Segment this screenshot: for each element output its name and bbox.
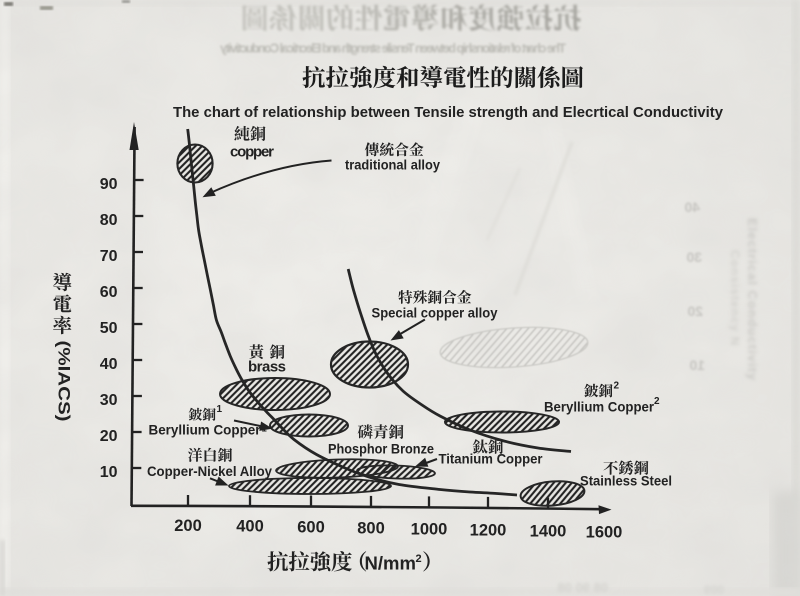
svg-text:1400: 1400 [530,523,567,541]
svg-text:copper: copper [230,144,274,161]
svg-text:Titanium Copper: Titanium Copper [439,451,544,467]
svg-text:20: 20 [100,428,118,445]
svg-text:Stainless Steel: Stainless Steel [580,473,672,489]
svg-text:Electrical Conductivity: Electrical Conductivity [745,218,760,381]
svg-text:40: 40 [684,199,700,215]
svg-text:800: 800 [357,520,385,538]
svg-text:200: 200 [174,517,202,535]
svg-text:N/mm: N/mm [365,553,416,574]
svg-text:brass: brass [248,359,286,376]
svg-text:Beryllium Copper: Beryllium Copper [149,422,262,438]
svg-text:Consistency N: Consistency N [728,250,742,346]
svg-text:Copper-Nickel Alloy: Copper-Nickel Alloy [147,463,272,479]
svg-text:Beryllium Copper: Beryllium Copper [544,399,655,415]
svg-text:(%IACS): (%IACS) [55,341,74,422]
svg-text:600: 600 [297,519,325,537]
svg-text:1: 1 [217,404,223,415]
svg-text:30: 30 [686,249,702,265]
svg-text:30: 30 [100,392,118,409]
svg-text:2: 2 [654,396,660,407]
svg-text:50: 50 [100,320,118,337]
svg-text:80: 80 [100,212,118,229]
svg-text:2: 2 [416,553,422,565]
svg-text:1000: 1000 [411,520,448,538]
svg-text:009: 009 [704,583,724,596]
svg-text:400: 400 [236,518,264,536]
svg-text:Phosphor Bronze: Phosphor Bronze [328,441,434,457]
svg-text:10: 10 [100,464,118,481]
svg-text:2: 2 [614,381,620,392]
svg-text:1600: 1600 [586,524,623,542]
svg-text:traditional alloy: traditional alloy [345,157,440,173]
svg-text:60: 60 [100,284,118,301]
svg-text:40: 40 [100,356,118,373]
svg-text:The chart of relationship betw: The chart of relationship between Tensil… [220,42,566,56]
svg-text:08 90 08: 08 90 08 [557,580,608,595]
svg-text:20: 20 [687,303,703,319]
svg-text:10: 10 [689,357,705,373]
svg-text:70: 70 [100,248,118,265]
svg-text:The chart of relationship betw: The chart of relationship between Tensil… [173,104,724,121]
svg-text:90: 90 [100,176,118,193]
svg-text:1200: 1200 [470,522,507,540]
svg-text:Special copper alloy: Special copper alloy [372,305,498,321]
